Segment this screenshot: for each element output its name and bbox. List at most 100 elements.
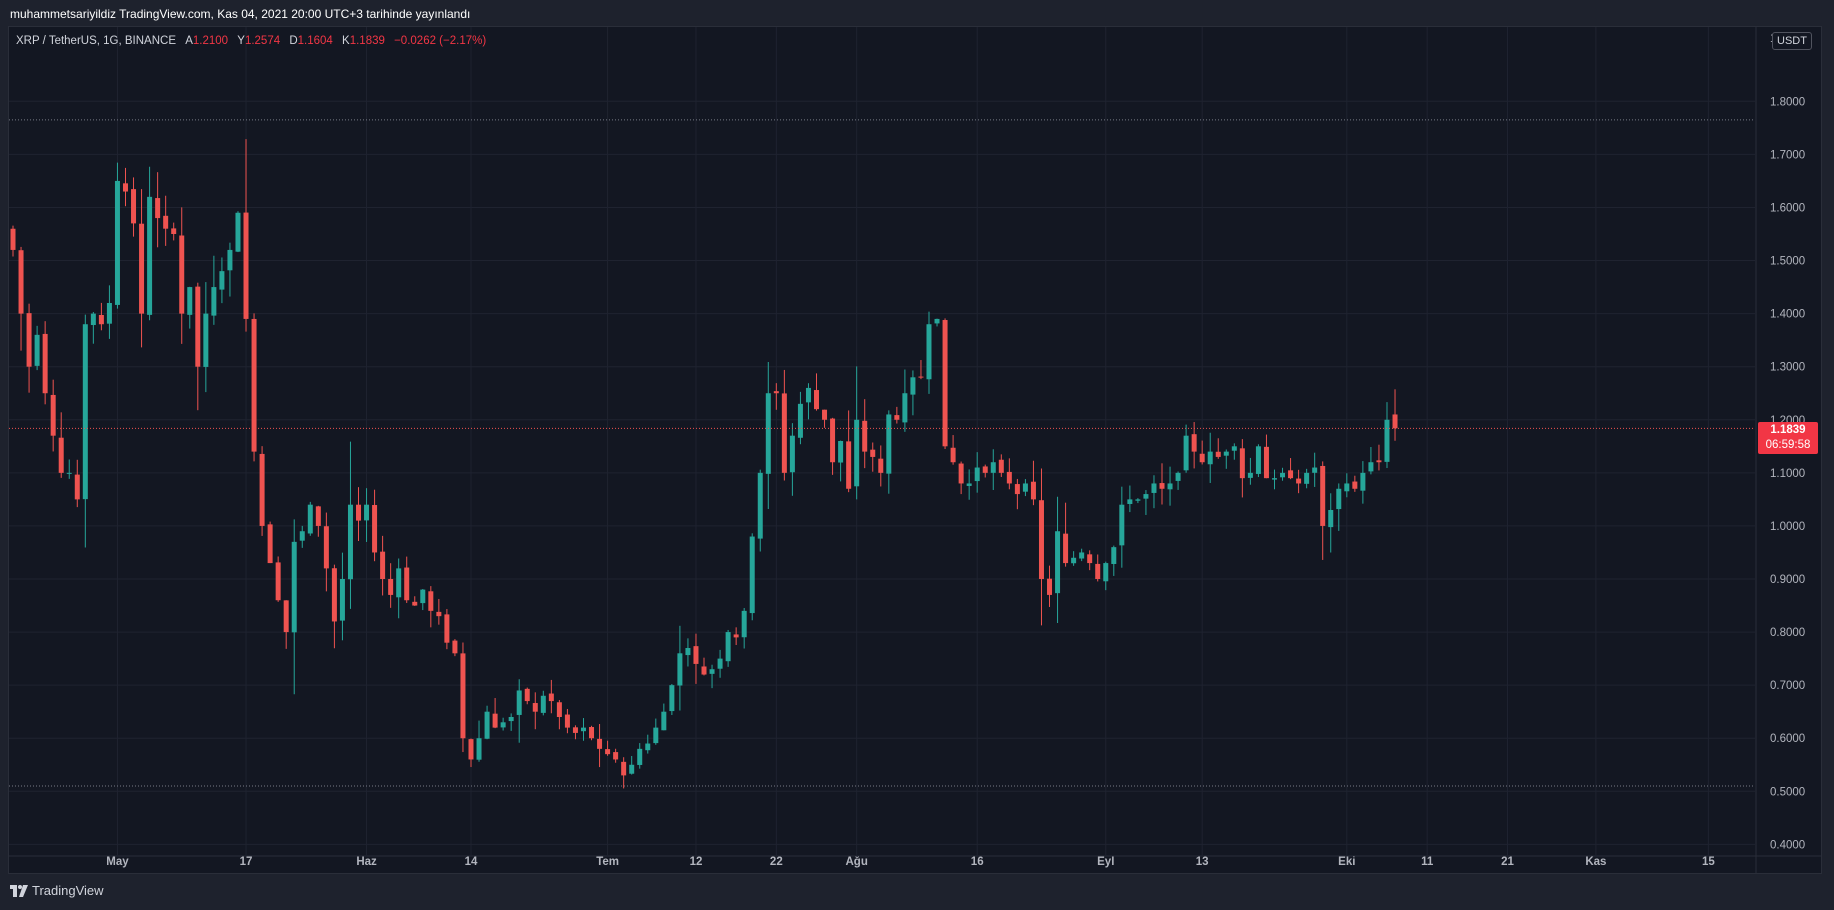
candle-body — [235, 212, 241, 252]
candle-body — [572, 727, 578, 733]
candle-body — [773, 391, 779, 394]
candle-body — [1360, 472, 1366, 491]
candle-body — [870, 449, 876, 457]
candle-body — [982, 466, 988, 473]
currency-badge[interactable]: USDT — [1772, 32, 1812, 50]
x-tick-label: 14 — [465, 856, 478, 868]
candle-body — [500, 722, 506, 728]
y-tick-label: 1.5000 — [1770, 256, 1805, 268]
candle-body — [1215, 451, 1221, 457]
candle-body — [74, 474, 80, 500]
candle-body — [516, 690, 522, 715]
candle-body — [725, 632, 731, 662]
candle-body — [1022, 483, 1028, 492]
candle-body — [669, 685, 675, 712]
candle-body — [1352, 481, 1358, 489]
candle-body — [822, 409, 828, 420]
candle-body — [1087, 554, 1093, 564]
y-tick-label: 0.4000 — [1770, 839, 1805, 851]
x-tick-label: 16 — [971, 856, 984, 868]
candle-body — [733, 634, 739, 638]
close-label: K — [342, 35, 350, 47]
x-tick-label: 17 — [240, 856, 253, 868]
candle-body — [299, 531, 305, 541]
candle-body — [34, 334, 40, 366]
change-value: −0.0262 (−2.17%) — [394, 35, 487, 47]
candle-body — [1288, 470, 1294, 479]
y-tick-label: 1.6000 — [1770, 202, 1805, 214]
y-tick-label: 0.9000 — [1770, 574, 1805, 586]
candle-body — [1304, 472, 1310, 484]
candle-body — [1336, 488, 1342, 510]
y-tick-label: 1.3000 — [1770, 362, 1805, 374]
open-value: 1.2100 — [192, 35, 229, 47]
candle-body — [396, 568, 402, 598]
candle-body — [838, 441, 844, 463]
candle-body — [950, 447, 956, 463]
candle-body — [323, 526, 329, 569]
candle-body — [1247, 472, 1253, 478]
low-value: 1.1604 — [297, 35, 333, 47]
candle-body — [613, 752, 619, 760]
candle-body — [1063, 533, 1069, 564]
high-label: Y — [237, 35, 245, 47]
candle-body — [98, 315, 104, 325]
last-price-value: 1.1839 — [1770, 424, 1806, 437]
candle-body — [878, 458, 884, 473]
candle-body — [66, 472, 72, 474]
candle-body — [315, 506, 321, 526]
symbol-label[interactable]: XRP / TetherUS, 1G, BINANCE — [16, 35, 176, 47]
candle-body — [677, 653, 683, 686]
tradingview-icon — [10, 884, 28, 897]
chart-frame[interactable] — [8, 26, 1822, 874]
candle-body — [1167, 483, 1173, 490]
candle-body — [131, 189, 137, 224]
candle-body — [339, 579, 345, 621]
y-tick-label: 1.7000 — [1770, 149, 1805, 161]
candle-body — [163, 215, 169, 229]
y-tick-label: 1.1000 — [1770, 468, 1805, 480]
candle-body — [902, 393, 908, 423]
candle-body — [1320, 465, 1326, 526]
candle-body — [1047, 578, 1053, 595]
candle-body — [765, 393, 771, 474]
candle-body — [1384, 419, 1390, 462]
candle-body — [492, 713, 498, 728]
candle-body — [1175, 472, 1181, 481]
x-tick-label: Eki — [1338, 856, 1355, 868]
candle-body — [621, 761, 627, 776]
candle-body — [1231, 446, 1237, 451]
candle-body — [540, 695, 546, 713]
candle-body — [1119, 504, 1125, 546]
candle-body — [1079, 552, 1085, 559]
last-price-tag: 1.1839 06:59:58 — [1758, 422, 1818, 455]
candle-body — [966, 483, 972, 486]
candle-body — [364, 504, 370, 521]
tradingview-logo[interactable]: TradingView — [10, 883, 104, 898]
candle-body — [1328, 510, 1334, 528]
candle-body — [589, 727, 595, 739]
candle-body — [548, 693, 554, 702]
candle-body — [830, 418, 836, 463]
candle-body — [1006, 471, 1012, 484]
candle-body — [709, 669, 715, 674]
x-tick-label: Tem — [596, 856, 619, 868]
candle-body — [524, 688, 530, 702]
publish-caption: muhammetsariyildiz TradingView.com, Kas … — [10, 7, 471, 21]
high-value: 1.2574 — [244, 35, 281, 47]
candle-body — [171, 228, 177, 234]
candle-body — [1030, 481, 1036, 500]
candle-body — [139, 223, 145, 314]
candle-body — [1191, 434, 1197, 452]
candle-body — [251, 318, 257, 452]
candle-body — [372, 505, 378, 553]
candle-body — [910, 377, 916, 395]
candle-body — [1143, 494, 1149, 499]
candle-body — [942, 320, 948, 447]
candle-body — [564, 714, 570, 728]
x-tick-label: Ağu — [845, 856, 867, 868]
candle-body — [275, 562, 281, 601]
x-tick-label: 15 — [1702, 856, 1715, 868]
candle-body — [50, 394, 56, 436]
